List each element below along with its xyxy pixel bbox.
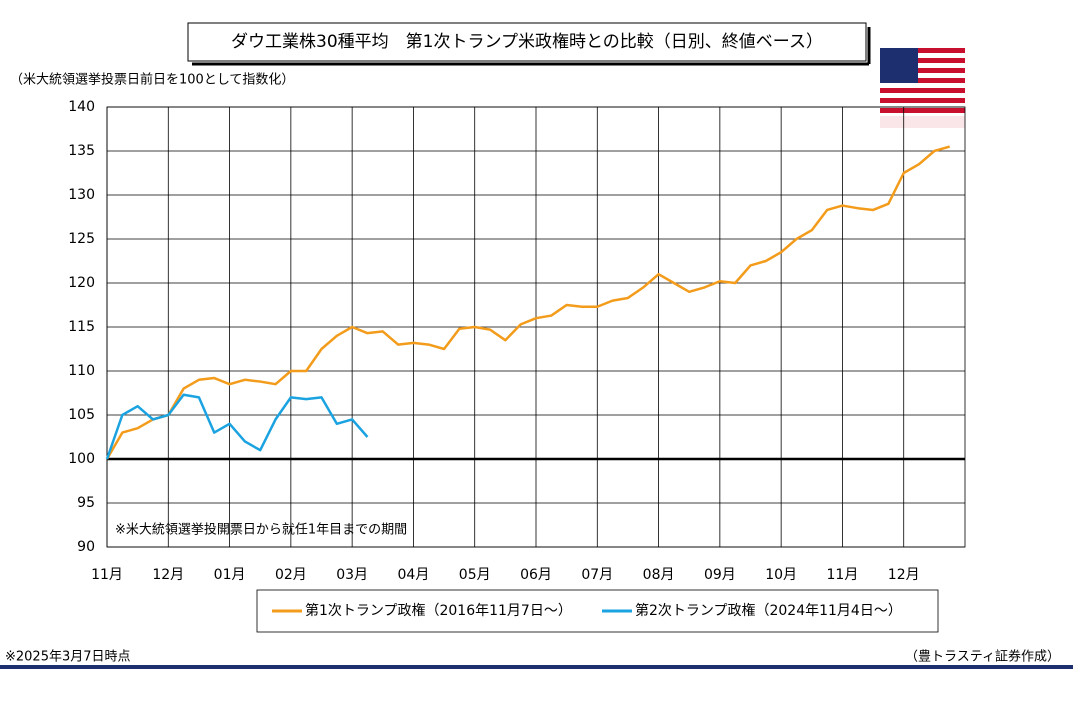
y-tick-label: 115 bbox=[68, 319, 95, 335]
y-tick-label: 100 bbox=[68, 451, 95, 467]
annotation: ※米大統領選挙投開票日から就任1年目までの期間 bbox=[115, 522, 407, 538]
flag bbox=[880, 48, 965, 128]
y-tick-label: 125 bbox=[68, 231, 95, 247]
y-tick-label: 90 bbox=[77, 539, 95, 555]
x-tick-label: 11月 bbox=[827, 567, 859, 583]
y-tick-label: 140 bbox=[68, 99, 95, 115]
legend-box bbox=[256, 589, 939, 633]
x-tick-label: 12月 bbox=[888, 567, 920, 583]
series-line bbox=[105, 145, 951, 460]
y-tick-label: 105 bbox=[68, 407, 95, 423]
x-tick-label: 09月 bbox=[704, 567, 736, 583]
y-tick-label: 135 bbox=[68, 143, 95, 159]
x-tick-label: 07月 bbox=[581, 567, 613, 583]
x-tick-label: 06月 bbox=[520, 567, 552, 583]
title-box bbox=[187, 22, 867, 62]
footnote: （豊トラスティ証券作成） bbox=[905, 649, 1060, 665]
x-tick-label: 08月 bbox=[643, 567, 675, 583]
legend-label: 第2次トランプ政権（2024年11月4日～） bbox=[635, 602, 902, 619]
x-tick-label: 11月 bbox=[91, 567, 123, 583]
chart-title: ダウ工業株30種平均 第1次トランプ米政権時との比較（日別、終値ベース） bbox=[231, 32, 823, 52]
series-line bbox=[105, 393, 369, 460]
y-axis-label: （米大統領選挙投票日前日を100として指数化） bbox=[10, 72, 294, 88]
legend-label: 第1次トランプ政権（2016年11月7日～） bbox=[305, 602, 572, 619]
bottom-rule bbox=[0, 665, 1073, 669]
x-tick-label: 04月 bbox=[398, 567, 430, 583]
y-tick-label: 120 bbox=[68, 275, 95, 291]
x-tick-label: 02月 bbox=[275, 567, 307, 583]
x-tick-label: 05月 bbox=[459, 567, 491, 583]
y-tick-label: 130 bbox=[68, 187, 95, 203]
y-tick-label: 110 bbox=[68, 363, 95, 379]
y-tick-label: 95 bbox=[77, 495, 95, 511]
x-tick-label: 03月 bbox=[336, 567, 368, 583]
x-tick-label: 12月 bbox=[152, 567, 184, 583]
x-tick-label: 01月 bbox=[214, 567, 246, 583]
footnote: ※2025年3月7日時点 bbox=[5, 650, 131, 665]
x-tick-label: 10月 bbox=[765, 567, 797, 583]
